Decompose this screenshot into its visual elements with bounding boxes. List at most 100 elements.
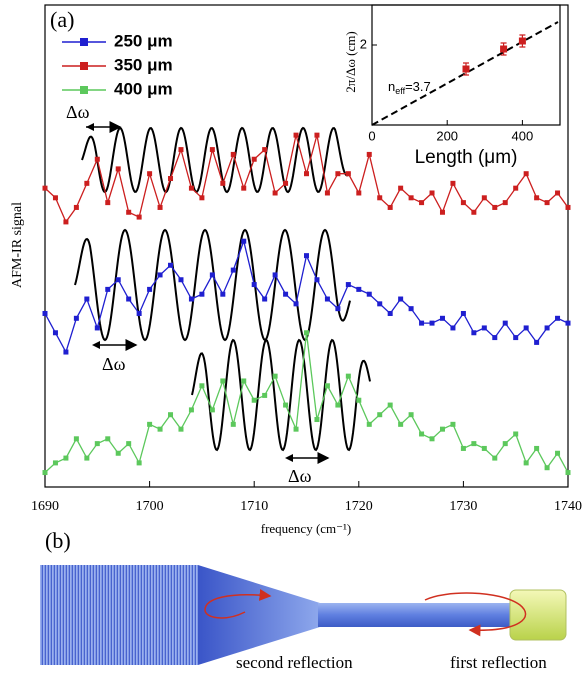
data-point [293, 132, 299, 138]
data-point [408, 306, 414, 312]
data-point [324, 383, 330, 389]
data-point [429, 436, 435, 442]
data-point [84, 180, 90, 186]
reflection-arrow [424, 592, 527, 637]
x-tick-label: 1720 [345, 499, 373, 514]
data-point [450, 421, 456, 427]
data-point [387, 402, 393, 408]
data-point [304, 330, 309, 336]
data-point [523, 325, 529, 331]
data-point [188, 296, 194, 302]
data-point [492, 335, 498, 341]
data-point [534, 195, 540, 201]
data-point [481, 195, 487, 201]
data-point [565, 320, 571, 326]
data-point [220, 180, 226, 186]
data-point [387, 204, 393, 210]
data-point [481, 445, 487, 451]
data-point [147, 171, 153, 177]
data-point [462, 65, 470, 73]
annotation: second reflection [236, 653, 353, 672]
data-point [178, 147, 184, 153]
data-point [73, 315, 79, 321]
data-point [188, 407, 194, 413]
data-point [63, 349, 69, 355]
data-point [500, 45, 508, 53]
arrow-head [285, 454, 293, 462]
data-point [304, 253, 309, 259]
data-point [419, 200, 425, 206]
legend-marker [80, 86, 88, 94]
data-point [73, 204, 79, 210]
data-point [387, 310, 393, 316]
data-point [251, 397, 257, 403]
data-point [502, 320, 508, 326]
data-point [471, 441, 477, 447]
fit-curve [81, 126, 351, 194]
annotation: Δω [288, 466, 312, 486]
pad [509, 589, 567, 641]
data-point [220, 291, 226, 297]
data-point [544, 465, 550, 471]
data-point [544, 325, 550, 331]
inset-annotation: neff=3.7 [388, 79, 431, 96]
data-point [314, 132, 320, 138]
data-point [377, 412, 383, 418]
data-point [94, 325, 100, 331]
data-point [555, 450, 561, 456]
y-tick-label: 2 [360, 36, 367, 51]
data-point [502, 200, 508, 206]
data-point [241, 378, 247, 384]
annotation: Δω [66, 102, 90, 122]
legend-marker [80, 38, 88, 46]
data-point [84, 296, 90, 302]
data-point [534, 445, 540, 451]
data-point [439, 209, 445, 215]
data-point [262, 392, 268, 398]
data-point [230, 267, 236, 273]
data-point [450, 325, 456, 331]
panel-label: (a) [50, 7, 74, 32]
data-point [94, 156, 100, 162]
data-point [230, 151, 236, 157]
data-point [241, 238, 247, 244]
data-point [262, 296, 268, 302]
data-point [168, 412, 174, 418]
data-point [241, 185, 247, 191]
legend-marker [80, 62, 88, 70]
data-point [555, 315, 561, 321]
panel-b: (b) second reflection first reflection [40, 528, 567, 672]
data-point [419, 431, 425, 437]
data-point [126, 441, 132, 447]
data-point [419, 320, 425, 326]
data-point [63, 455, 69, 461]
data-point [42, 470, 48, 476]
data-point [408, 412, 414, 418]
data-point [565, 204, 571, 210]
inset-y-label: 2π/Δω (cm) [343, 31, 358, 92]
data-point [335, 171, 341, 177]
data-point [429, 320, 435, 326]
data-point [136, 214, 142, 220]
reflection-arrow [204, 588, 272, 619]
data-point [157, 426, 163, 432]
data-point [523, 171, 529, 177]
data-point [126, 209, 132, 215]
data-point [345, 282, 351, 288]
data-point [335, 306, 341, 312]
data-point [377, 195, 383, 201]
data-point [398, 296, 404, 302]
data-point [272, 190, 278, 196]
data-point [565, 470, 571, 476]
arrow-head [86, 123, 94, 131]
data-point [84, 455, 90, 461]
data-point [115, 277, 121, 283]
data-point [272, 272, 278, 278]
inset-x-label: Length (μm) [415, 147, 518, 168]
data-point [178, 426, 184, 432]
data-point [523, 460, 529, 466]
inset-frame [371, 4, 561, 126]
data-point [460, 310, 466, 316]
data-point [398, 185, 404, 191]
data-point [105, 286, 111, 292]
